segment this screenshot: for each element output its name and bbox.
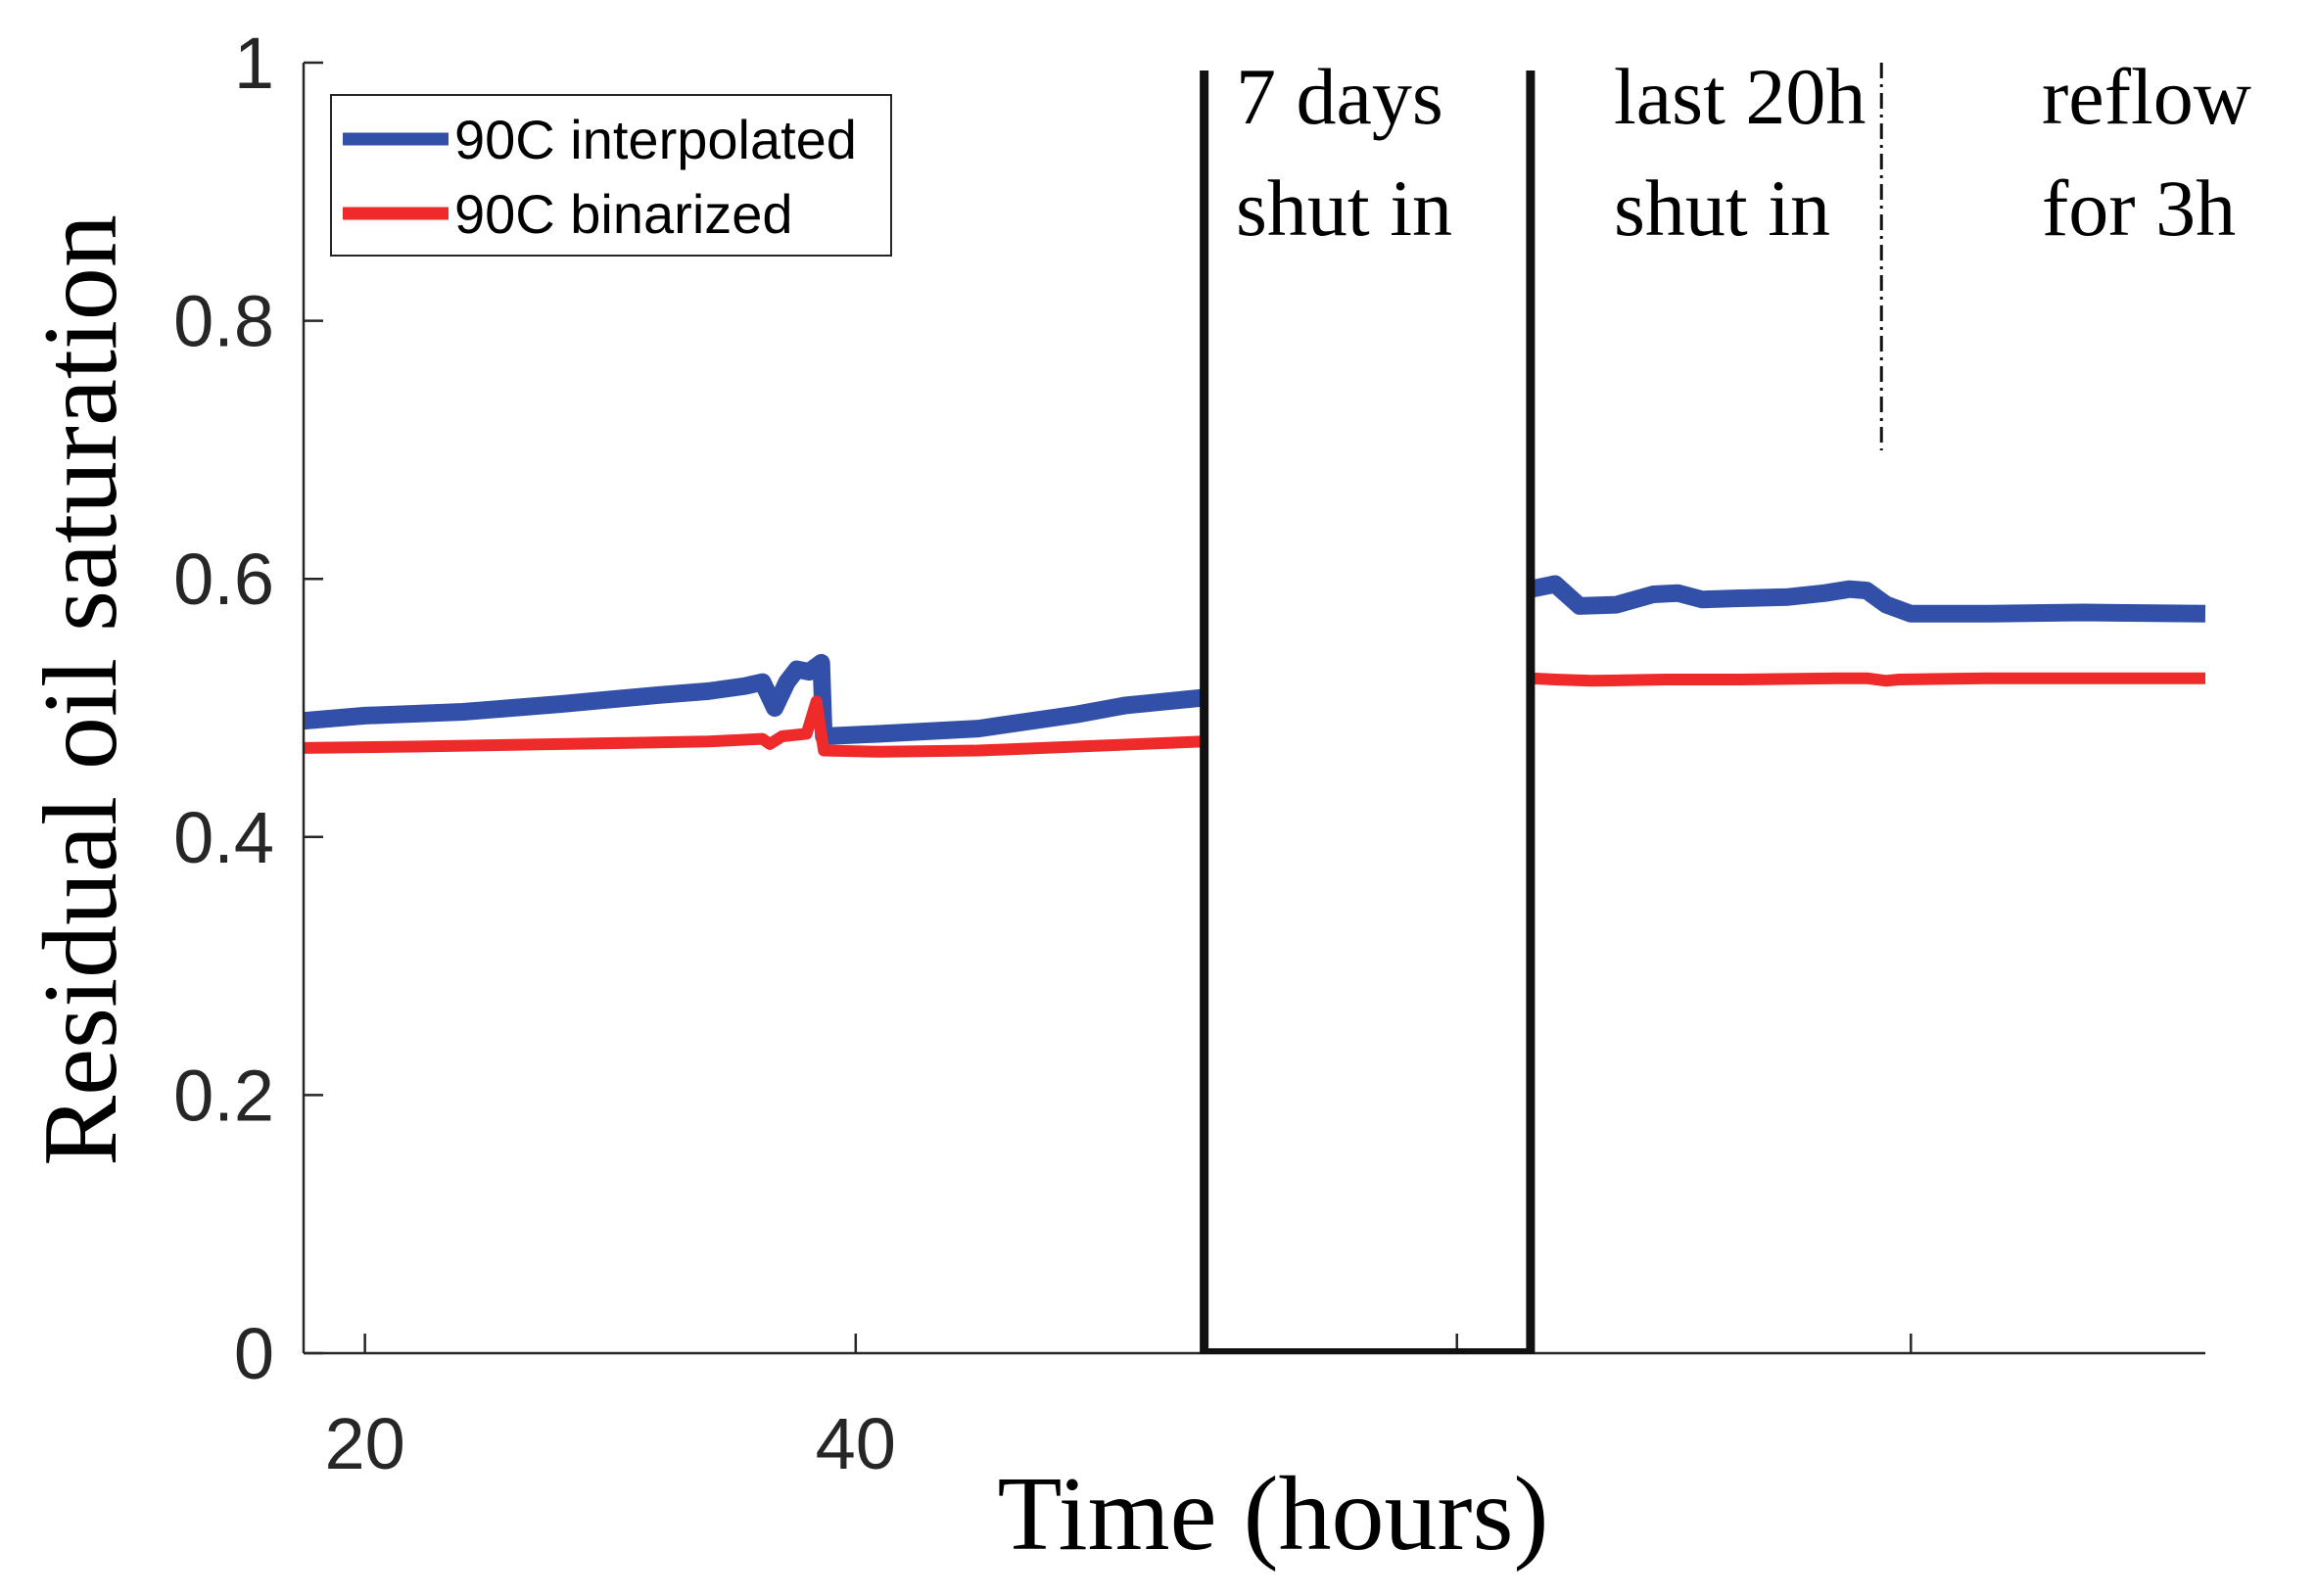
y-tick-label: 0.2 bbox=[173, 1055, 274, 1136]
y-axis-label: Residual oil saturation bbox=[23, 214, 139, 1166]
x-tick-label: 20 bbox=[324, 1403, 404, 1484]
y-tick-label: 1 bbox=[234, 23, 274, 104]
annotation-last-20h-line2: shut in bbox=[1614, 164, 1830, 253]
series-line-binarized-seg-1 bbox=[1530, 672, 2205, 687]
x-axis-label: Time (hours) bbox=[997, 1456, 1548, 1573]
y-tick-label: 0.4 bbox=[173, 797, 274, 878]
series-line-interpolated-seg-0 bbox=[303, 653, 1205, 745]
series-layer bbox=[303, 575, 2206, 758]
series-line-binarized-seg-0 bbox=[303, 695, 1205, 758]
legend-box bbox=[330, 94, 892, 257]
plot-area: 00.20.40.60.81 20 40 bbox=[173, 23, 2206, 1484]
legend-label-binarized: 90C binarized bbox=[454, 183, 793, 245]
legend-label-interpolated: 90C interpolated bbox=[454, 109, 857, 170]
y-tick-label: 0.8 bbox=[173, 281, 274, 362]
x-tick-label: 40 bbox=[816, 1403, 896, 1484]
annotation-7-days-line2: shut in bbox=[1236, 164, 1452, 253]
annotation-7-days-line1: 7 days bbox=[1236, 52, 1443, 141]
legend: 90C interpolated 90C binarized bbox=[330, 94, 892, 257]
shut-in-region bbox=[1200, 63, 1883, 1354]
annotation-reflow-line1: reflow bbox=[2042, 52, 2251, 141]
y-ticks: 0 0.2 0.4 0.6 0.8 1 bbox=[173, 23, 323, 1394]
annotation-last-20h-line1: last 20h bbox=[1614, 52, 1866, 141]
y-tick-label: 0 bbox=[234, 1313, 274, 1394]
y-tick-label: 0.6 bbox=[173, 539, 274, 620]
annotation-reflow-line2: for 3h bbox=[2042, 164, 2236, 253]
series-line-interpolated-seg-1 bbox=[1529, 575, 2206, 623]
x-ticks: 20 40 bbox=[324, 1334, 1913, 1484]
